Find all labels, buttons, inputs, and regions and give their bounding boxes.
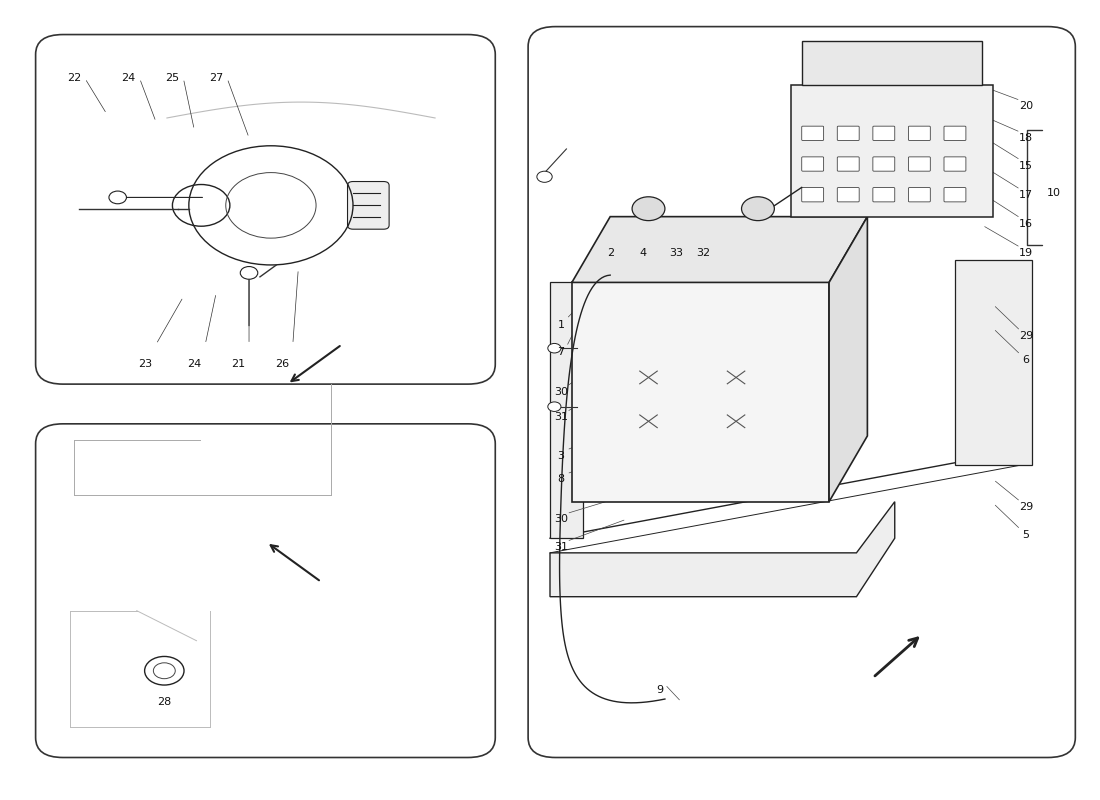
- Text: 8: 8: [558, 474, 564, 485]
- FancyBboxPatch shape: [802, 157, 824, 171]
- Circle shape: [741, 197, 774, 221]
- Text: 15: 15: [1019, 161, 1033, 170]
- FancyBboxPatch shape: [944, 187, 966, 202]
- Text: eurospares: eurospares: [740, 374, 864, 394]
- Text: 19: 19: [1019, 248, 1033, 258]
- Circle shape: [632, 197, 664, 221]
- Text: 2: 2: [606, 248, 614, 258]
- Polygon shape: [550, 282, 583, 538]
- FancyBboxPatch shape: [348, 182, 389, 229]
- Text: 17: 17: [1019, 190, 1033, 200]
- FancyBboxPatch shape: [873, 157, 894, 171]
- FancyBboxPatch shape: [528, 26, 1076, 758]
- FancyBboxPatch shape: [837, 187, 859, 202]
- FancyBboxPatch shape: [35, 34, 495, 384]
- Text: 1: 1: [558, 319, 564, 330]
- Text: 16: 16: [1019, 218, 1033, 229]
- Text: eurospares: eurospares: [222, 575, 319, 590]
- Text: 23: 23: [138, 359, 152, 370]
- FancyBboxPatch shape: [35, 424, 495, 758]
- Circle shape: [240, 266, 257, 279]
- Text: 26: 26: [275, 359, 289, 370]
- Text: 24: 24: [187, 359, 201, 370]
- Text: 4: 4: [639, 248, 647, 258]
- FancyBboxPatch shape: [802, 187, 824, 202]
- Text: 32: 32: [696, 248, 711, 258]
- Circle shape: [548, 402, 561, 411]
- Text: 28: 28: [157, 697, 172, 707]
- Polygon shape: [791, 85, 993, 217]
- Polygon shape: [550, 502, 894, 597]
- Text: 31: 31: [554, 542, 568, 552]
- Circle shape: [109, 191, 126, 204]
- Text: 22: 22: [67, 74, 81, 83]
- Text: 30: 30: [554, 387, 568, 397]
- FancyBboxPatch shape: [909, 157, 931, 171]
- FancyBboxPatch shape: [944, 157, 966, 171]
- Text: 33: 33: [669, 248, 683, 258]
- Text: 5: 5: [1023, 530, 1030, 540]
- Polygon shape: [802, 42, 982, 85]
- Text: 25: 25: [165, 74, 179, 83]
- Text: 24: 24: [121, 74, 135, 83]
- Text: 6: 6: [1023, 355, 1030, 366]
- Text: 29: 29: [1019, 331, 1033, 342]
- Text: 31: 31: [554, 413, 568, 422]
- Text: 9: 9: [656, 685, 663, 695]
- Text: 21: 21: [231, 359, 245, 370]
- Polygon shape: [955, 261, 1032, 465]
- Text: eurospares: eurospares: [222, 206, 319, 221]
- Text: 3: 3: [558, 450, 564, 461]
- Polygon shape: [829, 217, 868, 502]
- Circle shape: [537, 171, 552, 182]
- Polygon shape: [572, 217, 868, 282]
- Text: 27: 27: [209, 74, 223, 83]
- FancyBboxPatch shape: [944, 126, 966, 141]
- FancyBboxPatch shape: [909, 187, 931, 202]
- Text: 18: 18: [1019, 133, 1033, 143]
- FancyBboxPatch shape: [802, 126, 824, 141]
- FancyBboxPatch shape: [909, 126, 931, 141]
- Polygon shape: [572, 282, 829, 502]
- FancyBboxPatch shape: [837, 157, 859, 171]
- Text: 20: 20: [1019, 101, 1033, 111]
- FancyBboxPatch shape: [873, 126, 894, 141]
- Text: 29: 29: [1019, 502, 1033, 512]
- Text: 7: 7: [558, 347, 564, 358]
- FancyBboxPatch shape: [837, 126, 859, 141]
- Text: 30: 30: [554, 514, 568, 524]
- Circle shape: [548, 343, 561, 353]
- FancyBboxPatch shape: [873, 187, 894, 202]
- Text: 10: 10: [1046, 189, 1060, 198]
